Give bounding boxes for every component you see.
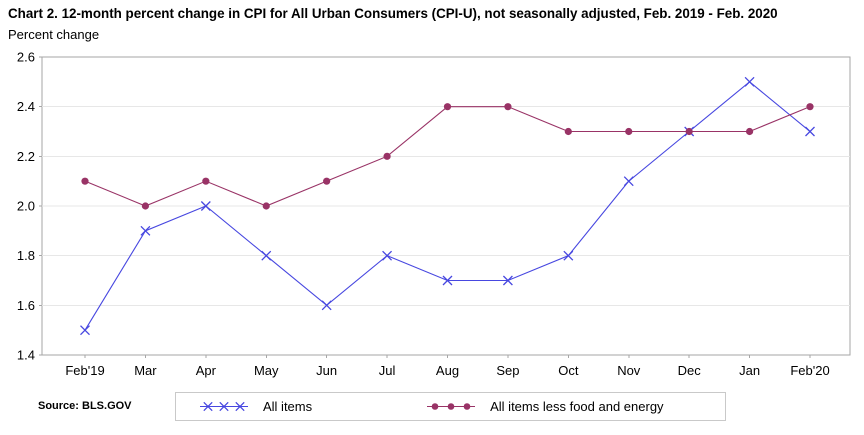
data-point-x-marker [563, 250, 574, 261]
data-point-dot-marker [564, 127, 572, 136]
y-axis-tick-label: 2.0 [17, 199, 35, 214]
x-axis-tick-label: Feb'19 [65, 363, 104, 378]
legend: All items All items less food and energy [175, 392, 726, 421]
x-axis-tick-label: Dec [678, 363, 702, 378]
data-point-x-marker [442, 275, 453, 286]
legend-dot-marker [463, 403, 471, 410]
data-point-dot-marker [443, 103, 452, 111]
chart-title: Chart 2. 12-month percent change in CPI … [8, 6, 778, 21]
data-point-dot-marker [323, 177, 331, 185]
data-point-dot-marker [625, 127, 633, 136]
y-axis-tick-label: 2.4 [17, 99, 35, 114]
data-point-x-marker [140, 225, 151, 236]
data-point-dot-marker [81, 177, 89, 185]
legend-item-all-items: All items [200, 399, 312, 414]
data-point-x-marker [80, 325, 90, 336]
data-point-dot-marker [141, 202, 150, 210]
data-point-x-marker [321, 300, 332, 311]
y-axis-title: Percent change [8, 27, 100, 42]
x-axis-tick-label: Nov [617, 363, 641, 378]
all-items-line-x-marker-icon [200, 401, 248, 412]
all-items-less-food-energy-line-dot-marker-icon [427, 403, 476, 410]
data-point-x-marker [382, 250, 393, 261]
data-point-x-marker [623, 176, 634, 187]
x-axis-tick-label: Aug [436, 363, 459, 378]
data-point-x-marker [261, 250, 272, 261]
x-axis-tick-label: Sep [496, 363, 519, 378]
source-label: Source: BLS.GOV [38, 400, 132, 412]
data-point-x-marker [502, 275, 513, 286]
legend-x-marker [219, 401, 229, 412]
y-axis-tick-label: 1.4 [17, 348, 35, 363]
data-point-x-marker [200, 201, 211, 211]
data-point-x-marker [744, 76, 755, 87]
cpi-line-chart: 1.4 1.6 1.8 2.0 2.2 2.4 2.6 Feb'19 Mar Apr May Jun J… [17, 50, 851, 378]
y-axis-tick-label: 1.8 [17, 248, 35, 263]
y-axis-tick-label: 2.6 [17, 50, 35, 65]
data-point-dot-marker [262, 202, 270, 210]
x-axis-tick-label: Jan [739, 363, 760, 378]
data-point-dot-marker [383, 152, 391, 160]
x-axis-tick-label: Jun [316, 363, 337, 378]
legend-dot-marker [447, 403, 455, 410]
y-axis-tick-label: 2.2 [17, 149, 35, 164]
x-axis-tick-label: Mar [134, 363, 157, 378]
x-axis-tick-label: Apr [196, 363, 217, 378]
x-axis-tick-label: Oct [558, 363, 579, 378]
legend-label-all-items: All items [263, 399, 313, 414]
data-point-dot-marker [685, 127, 693, 136]
data-point-x-marker [805, 126, 815, 137]
data-point-dot-marker [504, 103, 512, 111]
x-axis-tick-label: Feb'20 [790, 363, 829, 378]
legend-label-all-items-less-food-energy: All items less food and energy [490, 399, 664, 414]
data-point-dot-marker [745, 127, 754, 136]
x-axis-tick-label: May [254, 363, 279, 378]
data-point-dot-marker [806, 103, 814, 111]
legend-item-all-items-less-food-energy: All items less food and energy [427, 399, 664, 414]
legend-x-marker [235, 401, 245, 412]
legend-x-marker [203, 401, 213, 412]
data-point-dot-marker [202, 177, 210, 185]
x-axis-tick-label: Jul [379, 363, 396, 378]
y-axis-tick-label: 1.6 [17, 298, 35, 313]
legend-dot-marker [431, 403, 439, 410]
